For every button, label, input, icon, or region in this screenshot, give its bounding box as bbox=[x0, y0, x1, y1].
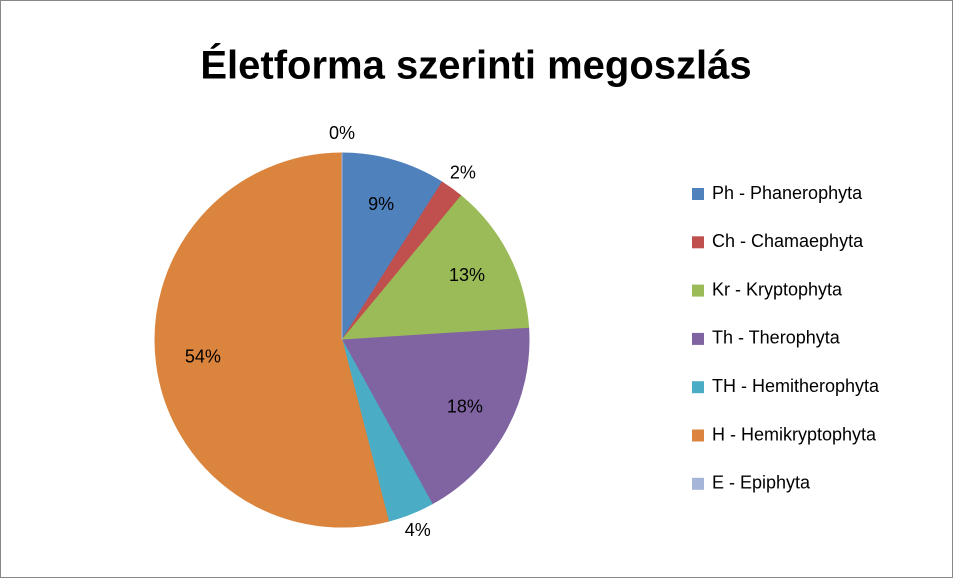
legend-label: Ph - Phanerophyta bbox=[712, 183, 863, 203]
legend-label: Th - Therophyta bbox=[712, 328, 841, 348]
pie-slice bbox=[154, 152, 390, 528]
chart-title: Életforma szerinti megoszlás bbox=[200, 43, 751, 88]
data-label: 18% bbox=[447, 396, 483, 416]
pie-slice bbox=[341, 327, 530, 505]
legend-label: H - Hemikryptophyta bbox=[712, 424, 877, 444]
data-label: 13% bbox=[449, 265, 485, 285]
pie-slice bbox=[340, 195, 530, 341]
data-label: 0% bbox=[329, 123, 355, 143]
legend-swatch bbox=[692, 429, 704, 442]
data-label: 4% bbox=[405, 520, 431, 540]
legend-label: TH - Hemitherophyta bbox=[712, 376, 880, 396]
data-label: 9% bbox=[368, 194, 394, 214]
legend-label: Kr - Kryptophyta bbox=[712, 279, 843, 299]
data-label: 54% bbox=[185, 346, 221, 366]
legend-swatch bbox=[692, 188, 704, 200]
legend-label: E - Epiphyta bbox=[712, 473, 811, 493]
legend-swatch bbox=[692, 477, 704, 490]
pie-slice bbox=[341, 152, 443, 342]
legend-swatch bbox=[692, 284, 704, 297]
legend-swatch bbox=[692, 381, 704, 394]
data-label: 2% bbox=[450, 162, 476, 182]
legend-label: Ch - Chamaephyta bbox=[712, 231, 864, 251]
legend-swatch bbox=[692, 236, 704, 249]
legend-swatch bbox=[692, 332, 704, 345]
